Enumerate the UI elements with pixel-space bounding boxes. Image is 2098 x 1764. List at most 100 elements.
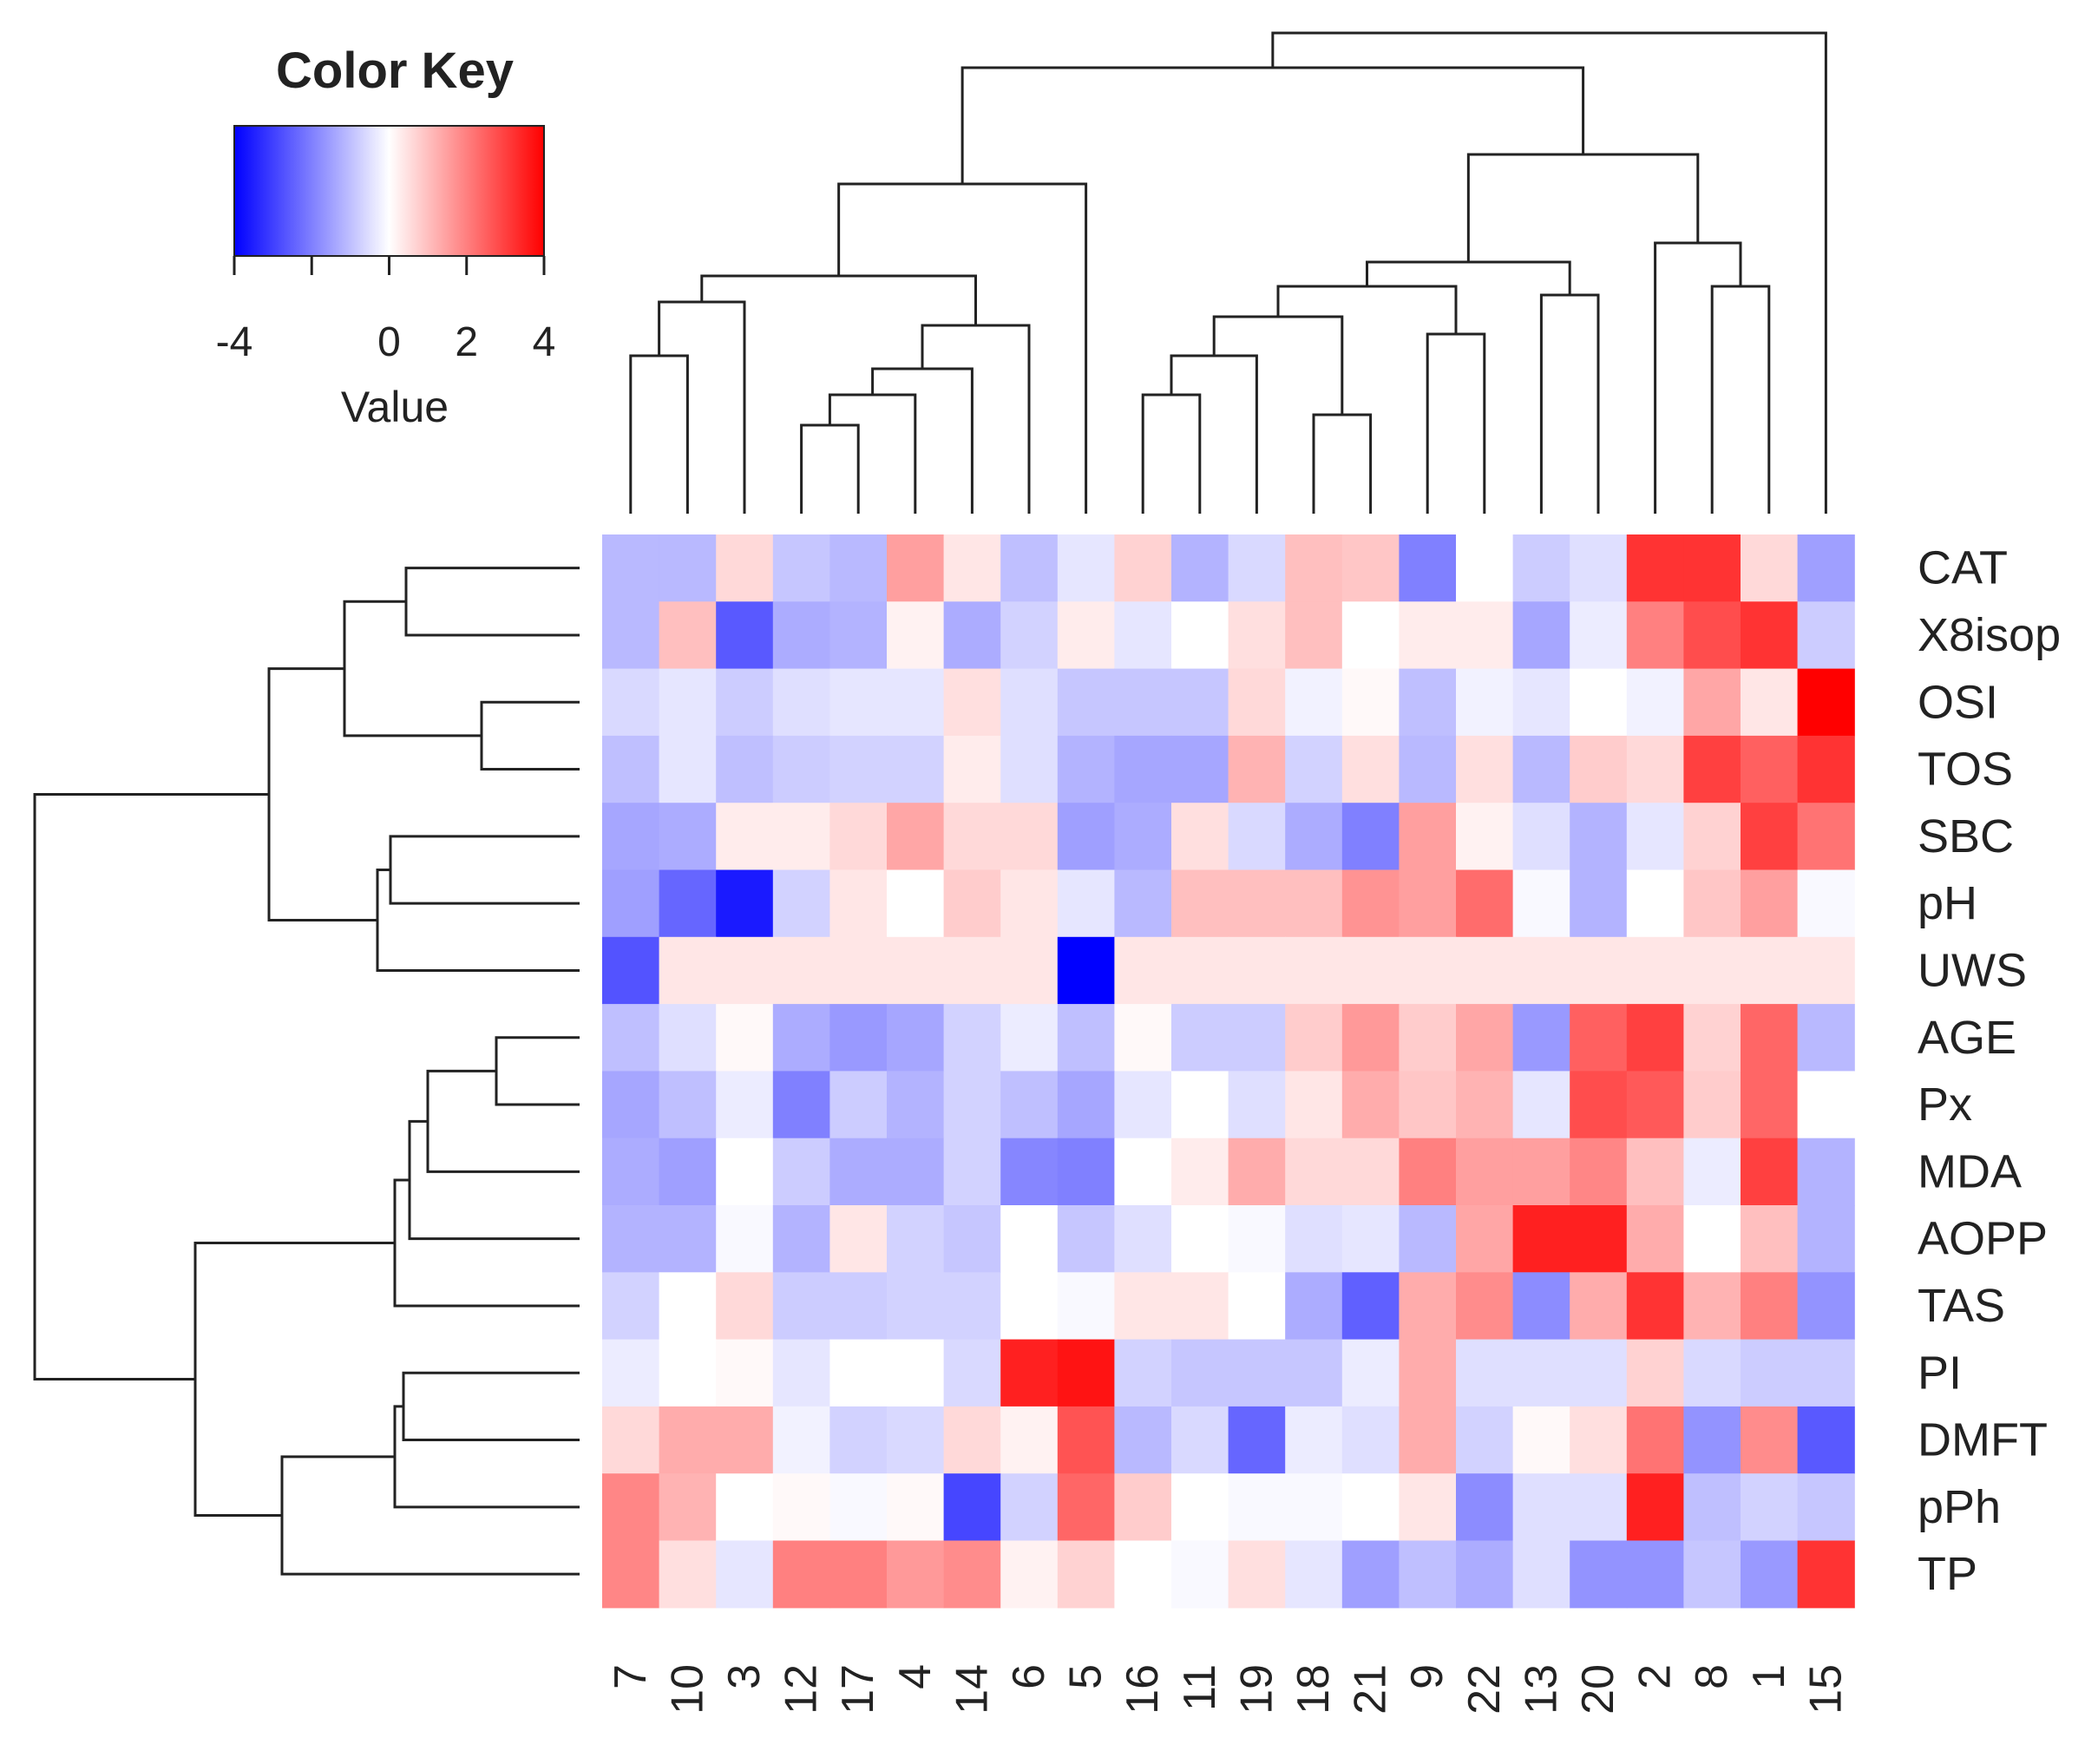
heatmap-cell: [1285, 1272, 1343, 1341]
heatmap-cell: [1741, 803, 1799, 871]
heatmap-cell: [829, 1473, 888, 1542]
heatmap-cell: [1626, 1540, 1684, 1609]
column-label: 16: [1118, 1664, 1168, 1715]
row-label: MDA: [1918, 1145, 2022, 1197]
column-label: 4: [890, 1664, 941, 1689]
heatmap-cell: [1171, 1406, 1229, 1474]
heatmap-cell: [1797, 1205, 1855, 1273]
heatmap-cell: [1570, 735, 1628, 803]
column-label: 7: [606, 1664, 656, 1689]
heatmap-cell: [1741, 1540, 1799, 1609]
column-dendrogram-branch: [1539, 293, 1600, 514]
heatmap-cell: [1797, 1071, 1855, 1139]
heatmap-cell: [1000, 869, 1059, 938]
heatmap-cell: [1171, 735, 1229, 803]
heatmap-cell: [1512, 1004, 1570, 1072]
heatmap-cell: [1000, 1071, 1059, 1139]
heatmap-cell: [1456, 936, 1514, 1005]
column-dendrogram-branch: [1276, 285, 1458, 334]
heatmap-cell: [1114, 1004, 1172, 1072]
heatmap-cell: [1570, 1339, 1628, 1407]
heatmap-cell: [1228, 1138, 1286, 1206]
column-label: 5: [1061, 1664, 1111, 1689]
row-label: AGE: [1918, 1012, 2016, 1064]
heatmap-cell: [1570, 1205, 1628, 1273]
heatmap-cell: [1456, 803, 1514, 871]
heatmap-cell: [772, 601, 830, 670]
heatmap-cell: [1570, 1272, 1628, 1341]
heatmap-cell: [1114, 1473, 1172, 1542]
heatmap-cell: [1512, 869, 1570, 938]
column-label: 9: [1402, 1664, 1452, 1689]
row-label: DMFT: [1918, 1414, 2048, 1466]
heatmap-cell: [1683, 1138, 1741, 1206]
heatmap-cell: [659, 1406, 717, 1474]
row-label: OSI: [1918, 676, 1998, 728]
heatmap-cell: [1399, 1205, 1457, 1273]
heatmap-cell: [829, 1272, 888, 1341]
heatmap-cell: [772, 534, 830, 602]
heatmap-cell: [943, 1339, 1001, 1407]
heatmap-cell: [716, 936, 774, 1005]
column-label: 10: [662, 1664, 712, 1715]
heatmap-cell: [1399, 803, 1457, 871]
heatmap-cell: [1114, 668, 1172, 737]
heatmap-cell: [772, 1205, 830, 1273]
heatmap-cell: [887, 1205, 945, 1273]
heatmap-cell: [1399, 735, 1457, 803]
heatmap-cell: [1057, 1406, 1115, 1474]
heatmap-cell: [1741, 1138, 1799, 1206]
heatmap-cell: [1626, 1473, 1684, 1542]
heatmap-cell: [1057, 936, 1115, 1005]
heatmap-cell: [887, 1272, 945, 1341]
heatmap-cell: [1797, 1004, 1855, 1072]
heatmap-cell: [1341, 1205, 1400, 1273]
heatmap-cell: [1000, 1205, 1059, 1273]
heatmap-cell: [772, 668, 830, 737]
column-dendrogram-branch: [1654, 241, 1742, 514]
heatmap-cell: [1570, 601, 1628, 670]
heatmap-cell: [1114, 1272, 1172, 1341]
heatmap-cell: [1000, 1004, 1059, 1072]
heatmap-cell: [659, 869, 717, 938]
heatmap-cell: [887, 1138, 945, 1206]
heatmap-cell: [943, 668, 1001, 737]
row-dendrogram-branch: [495, 1036, 580, 1106]
heatmap-cell: [1626, 1004, 1684, 1072]
heatmap-cell: [1797, 1473, 1855, 1542]
heatmap-cell: [1228, 1004, 1286, 1072]
heatmap-cell: [1000, 803, 1059, 871]
heatmap-cell: [1797, 869, 1855, 938]
heatmap-cell: [716, 1071, 774, 1139]
row-dendrogram-branch: [33, 793, 269, 1380]
heatmap-cell: [1512, 601, 1570, 670]
heatmap-cell: [1171, 1138, 1229, 1206]
heatmap-cell: [1399, 1138, 1457, 1206]
heatmap-cell: [1285, 803, 1343, 871]
heatmap-cell: [1626, 1339, 1684, 1407]
heatmap-cell: [1570, 869, 1628, 938]
heatmap-cell: [1114, 601, 1172, 670]
color-key-title: Color Key: [276, 43, 514, 99]
heatmap-cell: [943, 1004, 1001, 1072]
column-dendrogram-branch: [700, 274, 977, 325]
heatmap-cell: [1285, 1004, 1343, 1072]
heatmap-cell: [1285, 735, 1343, 803]
heatmap-cell: [1285, 1138, 1343, 1206]
heatmap-cell: [602, 1473, 660, 1542]
heatmap-cell: [1512, 735, 1570, 803]
heatmap-cell: [659, 668, 717, 737]
heatmap-cell: [1228, 936, 1286, 1005]
heatmap-cell: [1285, 601, 1343, 670]
color-key-value-label: Value: [340, 383, 449, 431]
heatmap-cell: [1114, 735, 1172, 803]
heatmap-cell: [1341, 1138, 1400, 1206]
column-dendrogram-branch: [1426, 332, 1486, 514]
column-label: 20: [1573, 1664, 1623, 1715]
heatmap-cell: [1626, 1272, 1684, 1341]
heatmap-cell: [659, 601, 717, 670]
heatmap-cell: [943, 601, 1001, 670]
heatmap-cell: [1341, 1004, 1400, 1072]
heatmap-cell: [659, 1138, 717, 1206]
